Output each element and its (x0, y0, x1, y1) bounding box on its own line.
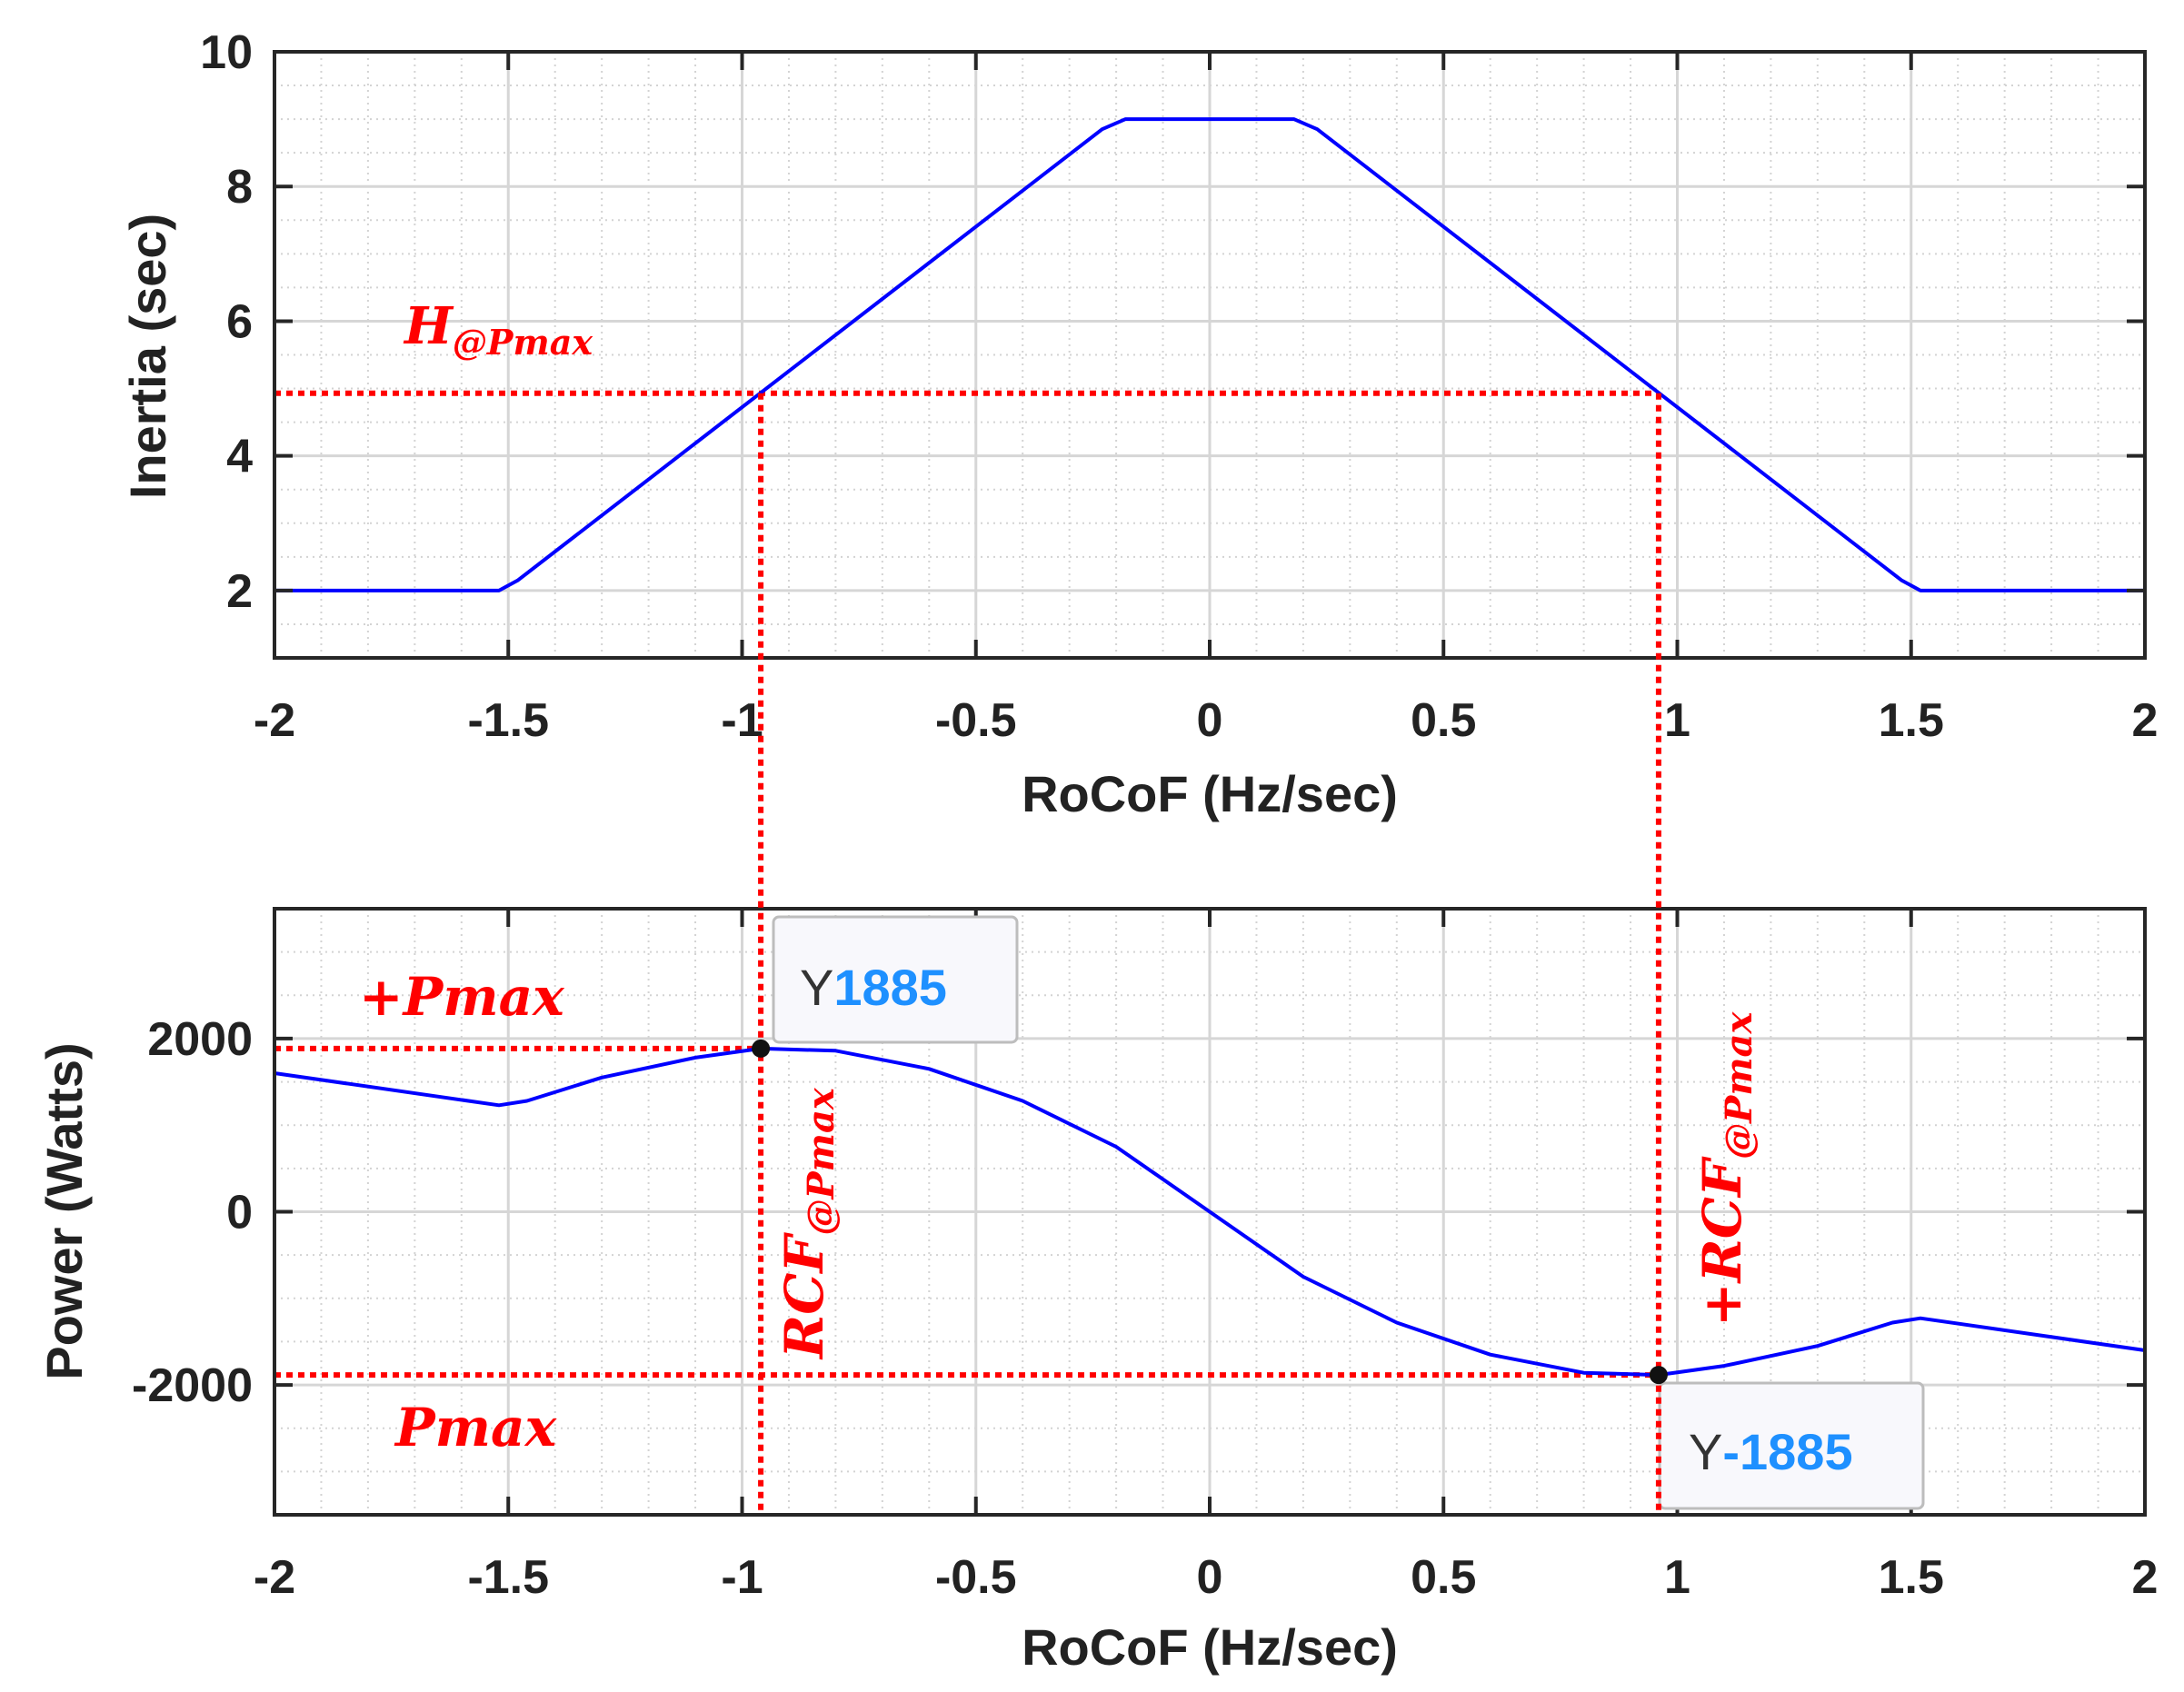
inertia-x-tick-label: 1.5 (1879, 694, 1944, 747)
inertia-x-axis-label: RoCoF (Hz/sec) (1022, 765, 1398, 822)
inertia-x-tick-label: -2 (254, 694, 295, 747)
power-y-tick-label: 2000 (147, 1013, 253, 1066)
plus-pmax-annotation: +Pmax (359, 966, 565, 1028)
power-ticks (273, 909, 2147, 1515)
plus-rcf-at-pmax-annotation: +RCF@Pmax (1691, 1011, 1760, 1327)
power-datatips: Y1885 Y-1885 (772, 915, 1925, 1510)
inertia-y-tick-label: 6 (226, 295, 253, 348)
datatip-min-value: -1885 (1722, 1423, 1852, 1480)
power-y-tick-label: -2000 (132, 1359, 253, 1412)
power-y-tick-label: 0 (226, 1187, 253, 1239)
power-x-tick-label: 2 (2132, 1551, 2159, 1604)
power-plot: -2 -1.5 -1 -0.5 0 0.5 1 1.5 2 -2000 0 2000 RoCoF (… (35, 907, 2159, 1676)
inertia-x-tick-label: 0 (1197, 694, 1223, 747)
datatip-min[interactable]: Y-1885 (1658, 1381, 1925, 1510)
power-y-tick-labels: -2000 0 2000 (132, 1013, 253, 1412)
inertia-y-tick-label: 2 (226, 565, 253, 618)
inertia-plot: -2 -1.5 -1 -0.5 0 0.5 1 1.5 2 2 4 6 8 10 RoCoF (Hz/s… (119, 26, 2158, 822)
inertia-x-tick-label: 1 (1664, 694, 1690, 747)
plus-rcf-at-pmax-sub: @Pmax (1718, 1011, 1760, 1160)
datatip-max[interactable]: Y1885 (772, 915, 1019, 1044)
power-guides (274, 1045, 1659, 1378)
power-series-line (274, 1046, 2146, 1378)
power-x-tick-label: 0 (1197, 1551, 1223, 1604)
h-at-pmax-sub: @Pmax (453, 322, 593, 363)
power-series (274, 1046, 2146, 1378)
power-x-tick-label: 1.5 (1879, 1551, 1944, 1604)
rcf-at-pmax-annotation: RCF@Pmax (773, 1087, 843, 1360)
power-x-tick-label: -2 (254, 1551, 295, 1604)
datatip-marker-min[interactable] (1649, 1366, 1668, 1385)
power-y-axis-label: Power (Watts) (35, 1042, 93, 1379)
inertia-x-tick-label: 2 (2132, 694, 2159, 747)
vertical-guides (758, 393, 1661, 1515)
power-x-tick-label: -1 (721, 1551, 763, 1604)
datatip-min-key: Y (1689, 1423, 1722, 1480)
datatip-max-box (772, 915, 1019, 1044)
datatip-marker-max[interactable] (752, 1039, 771, 1058)
inertia-x-tick-label: -0.5 (935, 694, 1017, 747)
rcf-at-pmax-main: RCF (773, 1232, 835, 1360)
inertia-x-tick-label: -1 (721, 694, 763, 747)
inertia-x-tick-label: -1.5 (467, 694, 549, 747)
power-x-tick-label: -1.5 (467, 1551, 549, 1604)
inertia-x-tick-labels: -2 -1.5 -1 -0.5 0 0.5 1 1.5 2 (254, 694, 2159, 747)
datatip-markers (752, 1039, 1668, 1385)
plus-rcf-at-pmax-main: +RCF (1691, 1156, 1753, 1327)
h-at-pmax-annotation: H@Pmax (403, 296, 593, 363)
datatip-max-key: Y (800, 959, 833, 1016)
datatip-min-text: Y-1885 (1689, 1423, 1853, 1480)
inertia-y-axis-label: Inertia (sec) (119, 214, 176, 499)
inertia-x-tick-label: 0.5 (1411, 694, 1476, 747)
inertia-grid (273, 50, 2147, 659)
inertia-y-tick-label: 10 (200, 26, 253, 79)
power-x-tick-label: -0.5 (935, 1551, 1017, 1604)
power-x-tick-label: 1 (1664, 1551, 1690, 1604)
power-x-tick-label: 0.5 (1411, 1551, 1476, 1604)
inertia-y-tick-label: 8 (226, 161, 253, 214)
pmax-annotation: Pmax (394, 1397, 558, 1458)
inertia-ticks (273, 50, 2147, 658)
datatip-max-text: Y1885 (800, 959, 947, 1016)
power-x-tick-labels: -2 -1.5 -1 -0.5 0 0.5 1 1.5 2 (254, 1551, 2159, 1604)
power-x-axis-label: RoCoF (Hz/sec) (1022, 1618, 1398, 1676)
rcf-at-pmax-sub: @Pmax (800, 1087, 843, 1235)
inertia-y-tick-label: 4 (226, 431, 253, 483)
inertia-y-tick-labels: 2 4 6 8 10 (200, 26, 253, 618)
datatip-max-value: 1885 (833, 959, 947, 1016)
inertia-series-line (274, 117, 2145, 592)
inertia-series (274, 117, 2145, 592)
h-at-pmax-main: H (403, 296, 454, 356)
